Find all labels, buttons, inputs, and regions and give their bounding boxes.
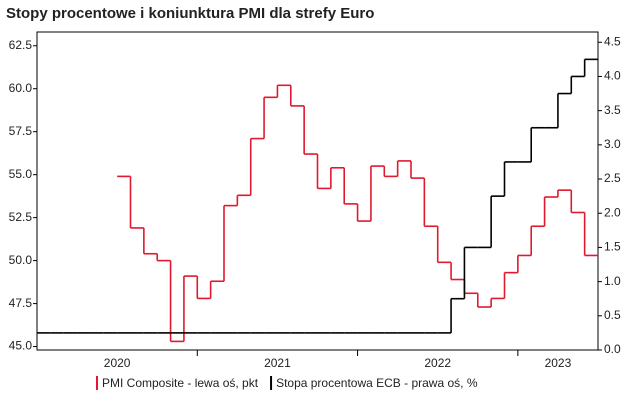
y2-tick-label: 4.5 (604, 34, 621, 48)
y-tick-label: 47.5 (9, 296, 33, 310)
y-tick-label: 57.5 (9, 124, 33, 138)
legend-label: PMI Composite - lewa oś, pkt (102, 376, 259, 390)
y-tick-label: 62.5 (9, 38, 33, 52)
y2-tick-label: 1.0 (604, 274, 621, 288)
y2-tick-label: 2.0 (604, 205, 621, 219)
y2-tick-label: 1.5 (604, 240, 621, 254)
y-tick-label: 55.0 (9, 167, 33, 181)
x-tick-label: 2020 (104, 356, 131, 370)
y2-tick-label: 3.0 (604, 137, 621, 151)
x-tick-label: 2022 (424, 356, 451, 370)
legend-label: Stopa procentowa ECB - prawa oś, % (276, 376, 478, 390)
y-tick-label: 60.0 (9, 81, 33, 95)
chart-title: Stopy procentowe i koniunktura PMI dla s… (6, 5, 374, 22)
y2-tick-label: 3.5 (604, 103, 621, 117)
y2-tick-label: 0.0 (604, 342, 621, 356)
y-tick-label: 50.0 (9, 253, 33, 267)
y-tick-label: 52.5 (9, 210, 33, 224)
y2-tick-label: 0.5 (604, 308, 621, 322)
x-tick-label: 2021 (264, 356, 291, 370)
x-tick-label: 2023 (545, 356, 572, 370)
plot-frame (36, 31, 599, 351)
y-tick-label: 45.0 (9, 339, 33, 353)
y2-tick-label: 2.5 (604, 171, 621, 185)
y2-tick-label: 4.0 (604, 69, 621, 83)
